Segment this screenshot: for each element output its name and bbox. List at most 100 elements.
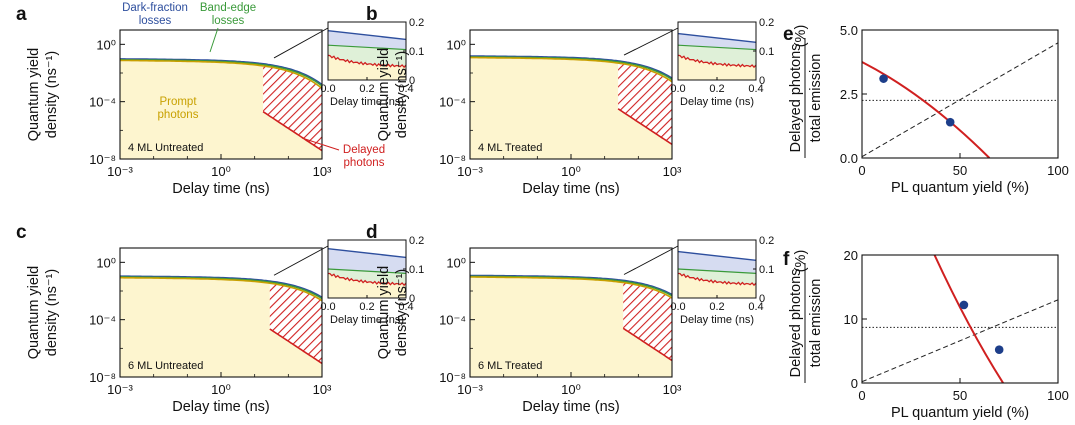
x-axis-label: PL quantum yield (%)	[891, 180, 1029, 196]
band-edge-pointer	[209, 27, 219, 53]
y-tick-label: 0	[851, 376, 858, 391]
x-tick-label: 100	[1047, 163, 1069, 178]
inset-dark-fraction-area	[678, 251, 756, 274]
scatter-panel-f: 0 50 100 0 10 20 PL quantum yield (%) Delayed p…	[783, 248, 1069, 421]
decay-panel-b: 10⁻³ 10⁰ 10³ 10⁰ 10⁻⁴ 10⁻⁸ Delay time (ns) Quan…	[366, 4, 774, 197]
inset-y-tick-label: 0.1	[759, 264, 774, 276]
y-axis-label-line2: density (ns⁻¹)	[394, 51, 410, 138]
band-edge-label: Band-edge	[200, 2, 256, 14]
inset-band-edge-area	[678, 269, 756, 286]
y-label-numerator: Delayed photons	[788, 44, 804, 153]
delayed-area	[623, 282, 672, 361]
dark-fraction-label: Dark-fraction	[122, 2, 188, 14]
inset-connector	[623, 245, 679, 275]
inset-band-edge-curve	[327, 268, 407, 274]
panel-letter: e	[783, 24, 794, 45]
delayed-area	[618, 63, 672, 145]
x-tick-label: 10³	[663, 164, 682, 179]
prompt-curve	[120, 276, 322, 302]
prompt-label: Prompt	[159, 96, 197, 108]
plot-area	[120, 58, 322, 159]
y-label-unit: (%)	[793, 25, 809, 48]
x-tick-label: 50	[953, 163, 967, 178]
inset-y-tick-label: 0.2	[409, 17, 424, 29]
y-tick-label: 10⁻⁴	[439, 95, 466, 110]
y-tick-label: 10⁻⁸	[89, 152, 116, 167]
delayed-curve	[617, 108, 672, 146]
inset-prompt-area	[678, 273, 756, 298]
data-point	[959, 300, 969, 310]
y-tick-label: 10⁰	[96, 37, 116, 52]
y-axis-label-line1: Quantum yield	[376, 266, 392, 360]
inset-x-tick-label: 0.0	[670, 83, 685, 95]
inset-a: 0.0 0.2 0.4 0.2 0.1 0 Delay time (ns)	[273, 17, 424, 108]
delayed-curve	[622, 327, 672, 362]
x-tick-label: 10⁰	[211, 382, 231, 397]
y-tick-label: 10⁻⁸	[439, 152, 466, 167]
plot-area	[862, 42, 1058, 158]
y-tick-label: 0.0	[840, 151, 858, 166]
inset-x-tick-label: 0.2	[709, 301, 724, 313]
inset-x-tick-label: 0.4	[748, 301, 763, 313]
x-tick-label: 0	[858, 388, 865, 403]
y-tick-label: 10⁰	[96, 255, 116, 270]
y-axis-label-line1: Quantum yield	[26, 48, 42, 142]
plot-area	[862, 255, 1058, 383]
y-label-numerator: Delayed photons	[788, 269, 804, 378]
delayed-area	[263, 65, 322, 151]
data-point	[994, 345, 1004, 355]
panel-letter: b	[366, 4, 378, 25]
band-edge-label-2: losses	[212, 15, 245, 27]
inset-dark-fraction-curve	[327, 248, 407, 259]
y-tick-label: 2.5	[840, 87, 858, 102]
x-tick-label: 100	[1047, 388, 1069, 403]
inset-delayed-curve	[677, 272, 757, 287]
inset-connector	[273, 245, 329, 276]
dashed-line	[862, 42, 1058, 158]
y-tick-label: 10⁰	[446, 37, 466, 52]
inset-y-tick-label: 0.1	[759, 46, 774, 58]
y-tick-label: 10⁻⁸	[439, 370, 466, 385]
delayed-label-2: photons	[344, 157, 385, 169]
inset-x-tick-label: 0.0	[320, 83, 335, 95]
inset-y-tick-label: 0.2	[759, 235, 774, 247]
inset-prompt-area	[678, 55, 756, 80]
inset-x-axis-label: Delay time (ns)	[330, 314, 404, 326]
inset-y-tick-label: 0	[759, 75, 765, 87]
inset-x-axis-label: Delay time (ns)	[330, 96, 404, 108]
decay-panel-d: 10⁻³ 10⁰ 10³ 10⁰ 10⁻⁴ 10⁻⁸ Delay time (ns) Quan…	[366, 222, 774, 415]
delayed-curve	[269, 328, 322, 365]
y-label-denominator: total emission	[808, 54, 824, 143]
axes-frame	[861, 254, 1059, 384]
inset-x-tick-label: 0.4	[398, 301, 413, 313]
inset-x-tick-label: 0.2	[709, 83, 724, 95]
inset-dark-fraction-area	[328, 248, 406, 274]
y-label-denominator: total emission	[808, 279, 824, 368]
plot-area	[470, 55, 672, 159]
plot-area	[120, 275, 322, 377]
delayed-pointer	[301, 137, 340, 151]
y-axis-label-line2: density (ns⁻¹)	[44, 51, 60, 138]
x-tick-label: 10⁻³	[107, 382, 133, 397]
inset-band-edge-area	[678, 45, 756, 68]
panel-letter: f	[783, 249, 790, 270]
panel-letter: a	[16, 4, 27, 25]
inset-b: 0.0 0.2 0.4 0.2 0.1 0 Delay time (ns)	[623, 17, 774, 108]
x-tick-label: 0	[858, 163, 865, 178]
inset-x-axis-label: Delay time (ns)	[680, 314, 754, 326]
inset-y-tick-label: 0	[409, 293, 415, 305]
panel-letter: d	[366, 222, 378, 243]
inset-dark-fraction-area	[678, 33, 756, 50]
sample-label: 4 ML Untreated	[128, 142, 203, 154]
y-axis-label-line1: Quantum yield	[26, 266, 42, 360]
inset-dark-fraction-curve	[327, 30, 407, 41]
inset-y-tick-label: 0.1	[409, 264, 424, 276]
inset-y-tick-label: 0.2	[759, 17, 774, 29]
inset-x-axis-label: Delay time (ns)	[680, 96, 754, 108]
delayed-area	[269, 283, 322, 364]
y-tick-label: 5.0	[840, 23, 858, 38]
inset-x-tick-label: 0.0	[670, 301, 685, 313]
